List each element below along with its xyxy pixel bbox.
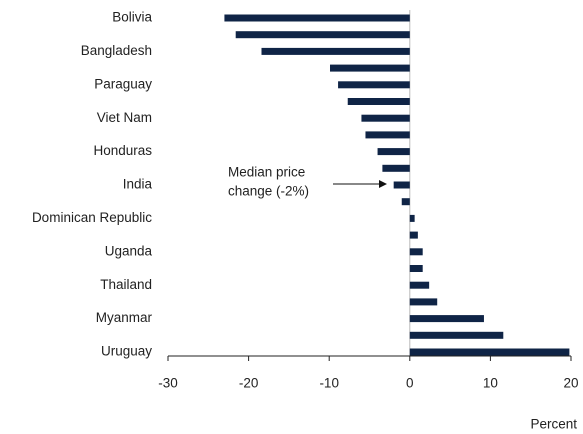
bar: [409, 348, 570, 356]
y-tick-label: Bolivia: [112, 10, 152, 25]
x-tick-label: 0: [406, 376, 414, 391]
y-tick-label: Thailand: [100, 277, 152, 292]
y-tick-label: Honduras: [93, 143, 152, 158]
y-tick-label: India: [123, 177, 153, 192]
bar: [409, 298, 438, 306]
x-tick-label: -20: [239, 376, 259, 391]
y-tick-label: Paraguay: [94, 76, 152, 91]
bar: [347, 98, 410, 105]
bar: [224, 14, 410, 22]
bar: [235, 31, 410, 39]
bar: [377, 148, 410, 156]
x-axis-label: Percent: [530, 417, 577, 432]
annotation: change (-2%): [228, 184, 309, 199]
bar: [409, 281, 430, 289]
y-tick-label: Uganda: [105, 243, 153, 258]
bar: [409, 214, 415, 222]
y-tick-label: Bangladesh: [81, 43, 152, 58]
bar: [261, 47, 410, 55]
bar: [401, 198, 410, 206]
bar: [409, 248, 423, 256]
x-tick-label: 20: [563, 376, 578, 391]
y-tick-label: Uruguay: [101, 344, 152, 359]
bar: [365, 131, 410, 139]
y-tick-label: Myanmar: [96, 310, 153, 325]
x-tick-label: 10: [483, 376, 498, 391]
y-tick-label: Viet Nam: [97, 110, 152, 125]
x-tick-label: -30: [158, 376, 178, 391]
bar: [409, 331, 504, 339]
bar: [330, 64, 410, 72]
bar: [409, 315, 484, 323]
bar: [409, 265, 423, 272]
bar: [338, 81, 410, 89]
bar: [382, 164, 410, 172]
y-tick-label: Dominican Republic: [32, 210, 152, 225]
x-tick-label: -10: [319, 376, 339, 391]
bar: [393, 181, 410, 189]
bar: [361, 114, 410, 122]
annotation: Median price: [228, 165, 305, 180]
bar: [409, 231, 418, 239]
